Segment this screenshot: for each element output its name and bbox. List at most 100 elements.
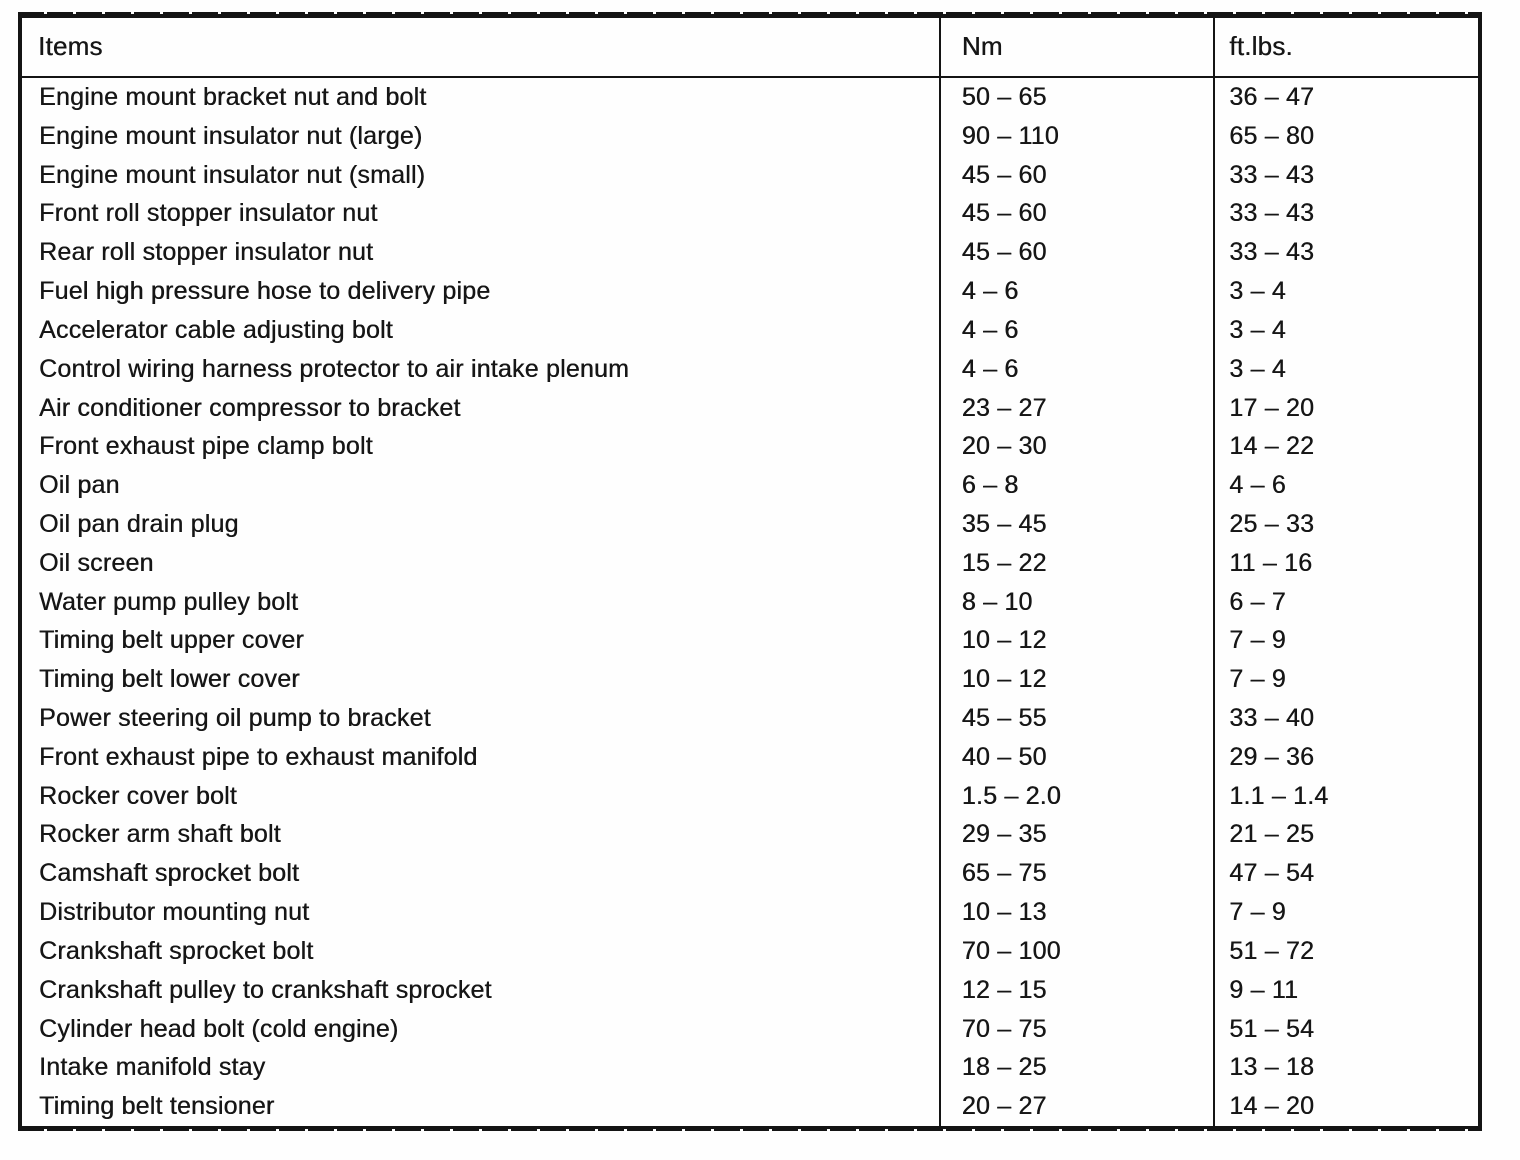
table-row: Engine mount insulator nut (large) 90 – 1… [20, 116, 1480, 156]
nm-cell: 10 – 13 [938, 893, 1215, 932]
nm-cell: 8 – 10 [938, 582, 1215, 622]
ftlbs-cell: 33 – 43 [1213, 194, 1480, 234]
ftlbs-cell: 1.1 – 1.4 [1213, 776, 1480, 816]
table-row: Cylinder head bolt (cold engine) 70 – 75 5… [20, 1009, 1480, 1049]
table-row: Water pump pulley bolt 8 – 10 6 – 7 [20, 582, 1480, 622]
table-row: Front roll stopper insulator nut 45 – 60 3… [20, 194, 1480, 234]
nm-cell: 50 – 65 [938, 77, 1215, 117]
nm-cell: 45 – 55 [938, 699, 1215, 738]
table-row: Timing belt lower cover 10 – 12 7 – 9 [20, 660, 1480, 699]
table-row: Distributor mounting nut 10 – 13 7 – 9 [20, 893, 1480, 932]
table-row: Rocker cover bolt 1.5 – 2.0 1.1 – 1.4 [20, 776, 1480, 816]
nm-cell: 15 – 22 [938, 543, 1215, 583]
item-cell: Timing belt tensioner [39, 1092, 275, 1121]
item-cell: Rocker cover bolt [39, 781, 237, 810]
table-row: Air conditioner compressor to bracket 23 … [20, 388, 1480, 428]
table-row: Engine mount insulator nut (small) 45 – 6… [20, 155, 1480, 195]
ftlbs-cell: 4 – 6 [1213, 466, 1480, 505]
item-cell: Timing belt lower cover [39, 665, 300, 694]
nm-cell: 90 – 110 [938, 116, 1215, 156]
table-row: Fuel high pressure hose to delivery pipe… [20, 272, 1480, 311]
table-row: Rocker arm shaft bolt 29 – 35 21 – 25 [20, 815, 1480, 855]
ftlbs-cell: 21 – 25 [1213, 815, 1480, 855]
item-cell: Engine mount insulator nut (large) [39, 121, 423, 150]
header-ftlbs: ft.lbs. [1213, 15, 1480, 78]
nm-cell: 20 – 30 [938, 427, 1215, 467]
item-cell: Accelerator cable adjusting bolt [39, 315, 393, 344]
ftlbs-cell: 14 – 22 [1213, 427, 1480, 467]
torque-spec-table-frame: Items Nm ft.lbs. Engine mount bracket nu… [18, 12, 1482, 1131]
item-cell: Engine mount bracket nut and bolt [39, 83, 427, 111]
item-cell: Crankshaft sprocket bolt [39, 936, 314, 965]
header-items: Items [20, 15, 940, 78]
nm-cell: 12 – 15 [938, 970, 1215, 1010]
nm-cell: 4 – 6 [938, 310, 1215, 350]
ftlbs-cell: 51 – 72 [1213, 931, 1480, 971]
item-cell: Intake manifold stay [39, 1053, 266, 1082]
nm-cell: 70 – 100 [938, 931, 1215, 971]
table-row: Timing belt upper cover 10 – 12 7 – 9 [20, 621, 1480, 661]
ftlbs-cell: 29 – 36 [1213, 737, 1480, 777]
ftlbs-cell: 7 – 9 [1213, 621, 1480, 661]
ftlbs-cell: 33 – 43 [1213, 155, 1480, 195]
nm-cell: 1.5 – 2.0 [938, 776, 1215, 816]
table-row: Power steering oil pump to bracket 45 – 5… [20, 699, 1480, 738]
table-row: Control wiring harness protector to air … [20, 349, 1480, 389]
header-nm: Nm [938, 15, 1215, 78]
nm-cell: 4 – 6 [938, 272, 1215, 311]
ftlbs-cell: 6 – 7 [1213, 582, 1480, 622]
item-cell: Engine mount insulator nut (small) [39, 160, 426, 189]
item-cell: Cylinder head bolt (cold engine) [39, 1014, 399, 1043]
nm-cell: 45 – 60 [938, 233, 1215, 273]
ftlbs-cell: 51 – 54 [1213, 1009, 1480, 1049]
nm-cell: 10 – 12 [938, 660, 1215, 699]
nm-cell: 23 – 27 [938, 388, 1215, 428]
item-cell: Rocker arm shaft bolt [39, 820, 281, 849]
table-row: Camshaft sprocket bolt 65 – 75 47 – 54 [20, 854, 1480, 894]
item-cell: Camshaft sprocket bolt [39, 859, 300, 888]
nm-cell: 20 – 27 [938, 1087, 1215, 1129]
item-cell: Water pump pulley bolt [39, 587, 299, 616]
item-cell: Rear roll stopper insulator nut [39, 238, 374, 267]
nm-cell: 6 – 8 [938, 466, 1215, 505]
ftlbs-cell: 25 – 33 [1213, 504, 1480, 544]
item-cell: Oil screen [39, 548, 154, 577]
table-body: Engine mount bracket nut and bolt 50 – 65… [20, 77, 1480, 1129]
ftlbs-cell: 7 – 9 [1213, 893, 1480, 932]
item-cell: Front roll stopper insulator nut [39, 199, 378, 228]
ftlbs-cell: 17 – 20 [1213, 388, 1480, 428]
table-header: Items Nm ft.lbs. [20, 15, 1480, 78]
table-row: Intake manifold stay 18 – 25 13 – 18 [20, 1048, 1480, 1088]
ftlbs-cell: 3 – 4 [1213, 310, 1480, 350]
table-row: Oil pan drain plug 35 – 45 25 – 33 [20, 504, 1480, 544]
ftlbs-cell: 33 – 40 [1213, 699, 1480, 738]
item-cell: Power steering oil pump to bracket [39, 704, 431, 732]
nm-cell: 10 – 12 [938, 621, 1215, 661]
nm-cell: 35 – 45 [938, 504, 1215, 544]
ftlbs-cell: 47 – 54 [1213, 854, 1480, 894]
table-row: Engine mount bracket nut and bolt 50 – 65… [20, 77, 1480, 117]
table-row: Crankshaft pulley to crankshaft sprocket… [20, 970, 1480, 1010]
ftlbs-cell: 3 – 4 [1213, 349, 1480, 389]
table-row: Front exhaust pipe clamp bolt 20 – 30 14 –… [20, 427, 1480, 467]
table-row: Oil screen 15 – 22 11 – 16 [20, 543, 1480, 583]
ftlbs-cell: 9 – 11 [1213, 970, 1480, 1010]
nm-cell: 45 – 60 [938, 194, 1215, 234]
table-row: Crankshaft sprocket bolt 70 – 100 51 – 72 [20, 931, 1480, 971]
nm-cell: 18 – 25 [938, 1048, 1215, 1088]
item-cell: Oil pan [39, 471, 120, 500]
item-cell: Fuel high pressure hose to delivery pipe [39, 277, 491, 306]
item-cell: Crankshaft pulley to crankshaft sprocket [39, 975, 492, 1004]
nm-cell: 70 – 75 [938, 1009, 1215, 1049]
item-cell: Oil pan drain plug [39, 509, 239, 538]
ftlbs-cell: 13 – 18 [1213, 1048, 1480, 1088]
nm-cell: 4 – 6 [938, 349, 1215, 389]
ftlbs-cell: 11 – 16 [1213, 543, 1480, 583]
ftlbs-cell: 7 – 9 [1213, 660, 1480, 699]
ftlbs-cell: 3 – 4 [1213, 272, 1480, 311]
table-row: Front exhaust pipe to exhaust manifold 40… [20, 737, 1480, 777]
item-cell: Air conditioner compressor to bracket [39, 393, 461, 422]
